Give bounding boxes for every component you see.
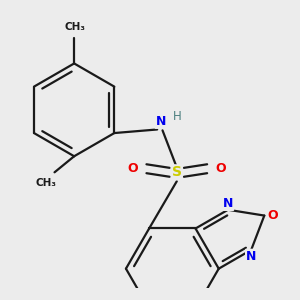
Text: O: O [215, 162, 226, 175]
Text: CH₃: CH₃ [64, 22, 86, 32]
Text: N: N [155, 115, 166, 128]
Text: S: S [172, 165, 182, 179]
Text: N: N [246, 250, 256, 263]
Text: O: O [128, 162, 138, 175]
Text: O: O [267, 209, 278, 222]
Text: N: N [223, 197, 233, 210]
Text: CH₃: CH₃ [36, 178, 57, 188]
Text: H: H [173, 110, 182, 124]
